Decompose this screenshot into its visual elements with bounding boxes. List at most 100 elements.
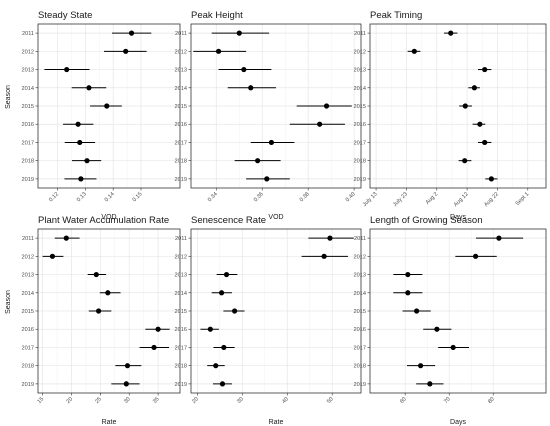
y-tick-label: 2013 — [354, 273, 366, 279]
y-tick-label: 2019 — [22, 382, 34, 388]
data-point — [321, 253, 327, 259]
data-point — [104, 103, 110, 109]
y-tick-label: 2013 — [354, 68, 366, 74]
x-tick-label: 40 — [281, 396, 290, 405]
data-point — [434, 326, 440, 332]
data-point — [221, 344, 227, 351]
x-axis-label: VOD — [268, 214, 283, 221]
y-tick-label: 2014 — [354, 86, 366, 92]
data-point — [49, 253, 56, 259]
x-tick-label: 80 — [487, 396, 496, 405]
data-point — [268, 139, 275, 146]
y-tick-label: 2014 — [22, 86, 34, 92]
y-tick-label: 2017 — [175, 345, 187, 351]
x-tick-label: 50 — [326, 396, 335, 405]
panel-5: Senescence Rate 2011 2012 2013 2014 2015 2016 2… — [175, 215, 362, 426]
y-tick-label: 2015 — [22, 309, 34, 315]
y-tick-label: 2019 — [354, 177, 366, 183]
data-point — [462, 103, 468, 109]
data-point — [473, 253, 479, 259]
data-point — [323, 103, 330, 109]
y-tick-label: 2019 — [175, 177, 187, 183]
data-point — [75, 121, 81, 127]
y-tick-label: 2019 — [22, 177, 34, 183]
data-point — [213, 363, 219, 369]
x-tick-label: 70 — [443, 396, 452, 405]
x-axis-label: Days — [450, 419, 466, 426]
panel-title: Peak Height — [191, 10, 243, 21]
y-tick-label: 2017 — [22, 140, 34, 146]
panel-4: Plant Water Accumulation Rate20112012201… — [22, 215, 181, 426]
data-point — [219, 381, 226, 387]
data-point — [84, 158, 90, 164]
x-tick-label: 0.34 — [207, 191, 219, 203]
y-tick-label: 2015 — [22, 104, 34, 110]
x-tick-label: Aug 12 — [453, 191, 470, 208]
panel-3: Peak Timing 2011 2012 2013 2014 2015 2016 2017 2… — [354, 10, 547, 221]
data-point — [207, 326, 213, 332]
data-point — [405, 271, 411, 278]
x-axis-label: Days — [450, 214, 466, 221]
y-tick-label: 2016 — [175, 122, 187, 128]
y-tick-label: 2018 — [22, 159, 34, 165]
y-tick-label: 2012 — [354, 49, 366, 55]
data-point — [96, 308, 102, 314]
y-tick-label: 2018 — [175, 364, 187, 370]
y-tick-label: 2012 — [175, 49, 187, 55]
y-tick-label: 2015 — [175, 309, 187, 315]
data-point — [151, 344, 157, 351]
y-tick-label: 2011 — [22, 31, 34, 37]
data-point — [450, 344, 456, 351]
y-tick-label: 2018 — [22, 364, 34, 370]
y-tick-label: 2015 — [354, 309, 366, 315]
data-point — [155, 326, 161, 332]
x-tick-label: 35 — [152, 396, 161, 405]
data-point — [236, 30, 242, 36]
y-tick-label: 2017 — [354, 140, 366, 146]
panel-title: Peak Timing — [370, 10, 422, 21]
data-point — [496, 235, 502, 241]
y-tick-label: 2017 — [22, 345, 34, 351]
y-tick-label: 2013 — [175, 68, 187, 74]
data-point — [123, 381, 129, 387]
y-tick-label: 2015 — [175, 104, 187, 110]
x-axis-label: VOD — [101, 214, 116, 221]
data-point — [105, 290, 111, 296]
y-tick-label: 2014 — [175, 291, 187, 297]
data-point — [482, 66, 488, 73]
y-tick-label: 2017 — [175, 140, 187, 146]
y-tick-label: 2013 — [175, 273, 187, 279]
x-tick-label: 20 — [65, 396, 74, 405]
data-point — [471, 85, 477, 91]
y-tick-label: 2016 — [175, 327, 187, 333]
x-tick-label: 60 — [399, 396, 408, 405]
x-axis-label: Rate — [102, 419, 117, 426]
x-tick-label: 30 — [123, 396, 132, 405]
y-tick-label: 2018 — [354, 159, 366, 165]
data-point — [462, 158, 468, 164]
panel-title: Plant Water Accumulation Rate — [38, 215, 169, 226]
y-tick-label: 2019 — [354, 382, 366, 388]
x-tick-label: 0.40 — [345, 191, 357, 203]
y-tick-label: 2013 — [22, 273, 34, 279]
data-point — [215, 48, 222, 54]
y-tick-label: 2011 — [354, 236, 366, 242]
panel-2: Peak Height 2011 2012 2013 2014 2015 2016 2017 2… — [175, 10, 362, 221]
y-tick-label: 2012 — [354, 254, 366, 260]
data-point — [63, 235, 69, 241]
data-point — [77, 139, 83, 146]
data-point — [477, 121, 483, 127]
x-tick-label: 20 — [191, 396, 200, 405]
panel-6: Length of Growing Season 2011 2012 2013 2014… — [354, 215, 547, 426]
data-point — [482, 139, 488, 146]
y-tick-label: 2016 — [354, 327, 366, 333]
data-point — [124, 363, 131, 369]
data-point — [232, 308, 238, 314]
panel-title: Senescence Rate — [191, 215, 266, 226]
x-tick-label: 0.36 — [253, 191, 265, 203]
y-tick-label: 2014 — [22, 291, 34, 297]
x-tick-label: 25 — [94, 396, 103, 405]
panel-title: Steady State — [38, 10, 92, 21]
y-tick-label: 2018 — [175, 159, 187, 165]
